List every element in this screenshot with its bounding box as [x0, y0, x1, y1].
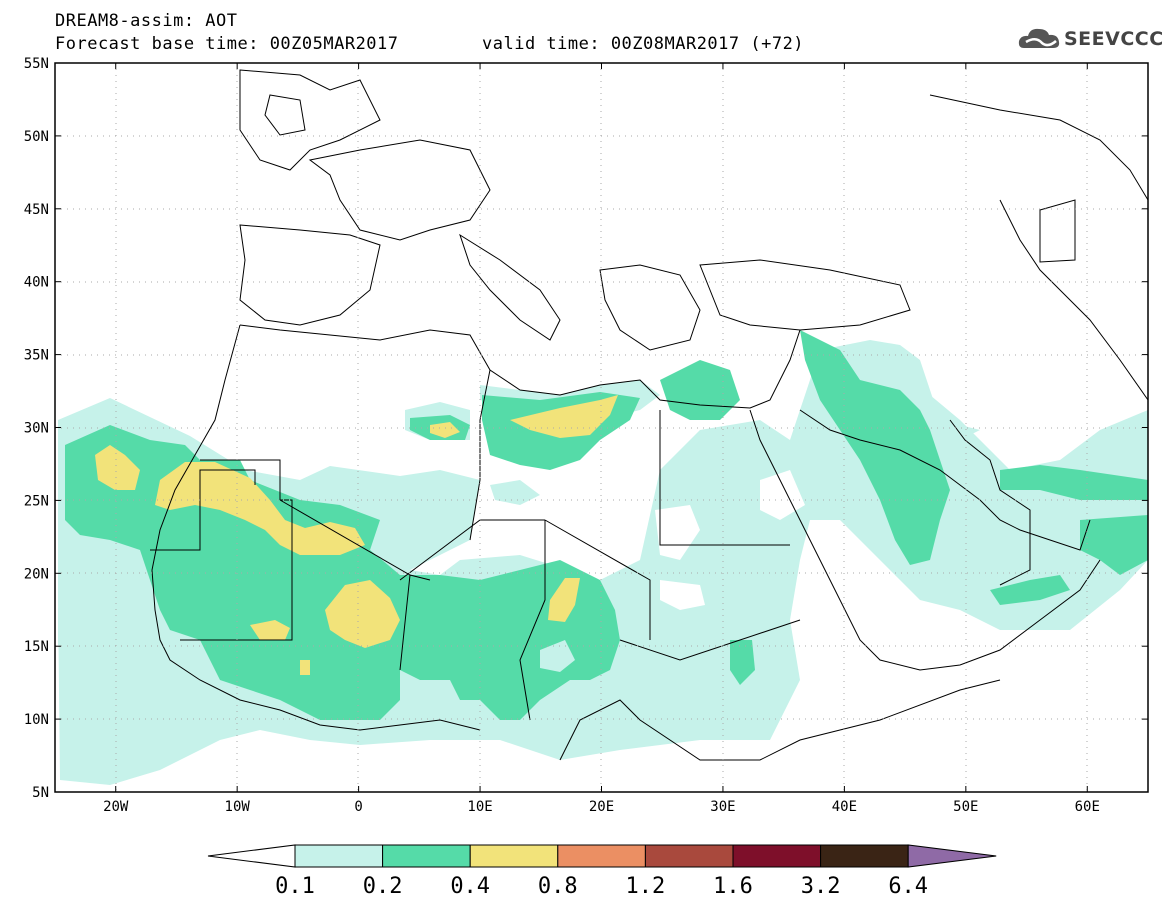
lon-tick-label: 20W — [103, 799, 129, 815]
forecast-base-time: Forecast base time: 00Z05MAR2017 — [55, 34, 399, 54]
aot-holes — [490, 480, 575, 672]
lon-tick-label: 50E — [953, 799, 978, 815]
lon-tick-label: 20E — [589, 799, 614, 815]
lon-tick-label: 40E — [832, 799, 857, 815]
colorbar-low-arrow — [207, 844, 296, 868]
logo-text: SEEVCCC — [1064, 28, 1164, 50]
lon-tick-label: 60E — [1075, 799, 1100, 815]
colorbar: 0.1 0.2 0.4 0.8 1.2 1.6 3.2 6.4 — [207, 844, 997, 899]
colorbar-high-arrow — [907, 844, 997, 868]
colorbar-swatch — [382, 844, 471, 868]
colorbar-swatch — [294, 844, 384, 868]
lon-tick-label: 30E — [710, 799, 735, 815]
colorbar-swatch — [469, 844, 559, 868]
lat-tick-label: 30N — [24, 421, 49, 437]
lat-tick-label: 15N — [24, 639, 49, 655]
aot-field — [58, 330, 1148, 785]
colorbar-label: 0.8 — [538, 874, 578, 899]
valid-time: valid time: 00Z08MAR2017 (+72) — [482, 34, 805, 54]
map-title-model: DREAM8-assim: AOT — [55, 11, 238, 31]
lat-tick-label: 10N — [24, 712, 49, 728]
lat-tick-label: 20N — [24, 566, 49, 582]
colorbar-label: 0.1 — [275, 874, 315, 899]
lon-tick-label: 10E — [467, 799, 492, 815]
gridlines — [55, 63, 1148, 792]
colorbar-swatch — [732, 844, 822, 868]
colorbar-label: 1.2 — [626, 874, 666, 899]
colorbar-label: 0.4 — [450, 874, 490, 899]
cloud-logo-icon — [1018, 28, 1060, 48]
colorbar-swatch — [820, 844, 909, 868]
colorbar-swatch — [557, 844, 646, 868]
lat-tick-label: 35N — [24, 348, 49, 364]
lat-tick-label: 45N — [24, 202, 49, 218]
colorbar-label: 1.6 — [713, 874, 753, 899]
lat-tick-label: 55N — [24, 56, 49, 72]
colorbar-label: 0.2 — [363, 874, 403, 899]
colorbar-label: 3.2 — [801, 874, 841, 899]
colorbar-swatch — [644, 844, 734, 868]
lon-tick-label: 0 — [354, 799, 362, 815]
aot-contour-0.4 — [95, 395, 618, 675]
seevccc-logo: SEEVCCC — [1018, 24, 1163, 54]
lat-tick-label: 50N — [24, 129, 49, 145]
lat-tick-label: 40N — [24, 275, 49, 291]
lon-tick-label: 10W — [225, 799, 251, 815]
lat-tick-label: 5N — [32, 785, 49, 801]
coastlines-borders — [150, 69, 1148, 761]
lat-tick-label: 25N — [24, 493, 49, 509]
colorbar-label: 6.4 — [888, 874, 928, 899]
